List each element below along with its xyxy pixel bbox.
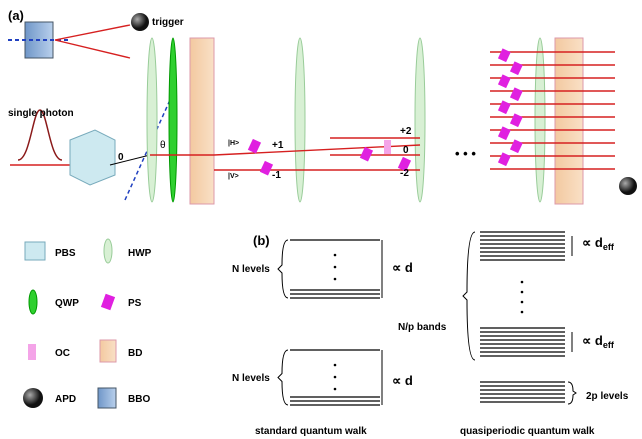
hwp [147, 38, 157, 202]
beam-label: -1 [272, 170, 281, 181]
ps [248, 139, 261, 154]
ps [498, 100, 511, 114]
dot [521, 291, 524, 294]
apd [131, 13, 149, 31]
spacing-sub: eff [603, 340, 615, 350]
hwp [415, 38, 425, 202]
legend-label: HWP [128, 248, 152, 259]
dot [521, 311, 524, 314]
levels-label: 2p levels [586, 391, 629, 402]
bracket [568, 382, 576, 404]
dot [334, 388, 337, 391]
beam-label: |V> [228, 173, 239, 180]
ps [498, 74, 511, 88]
dot [521, 281, 524, 284]
hwp-icon [104, 239, 112, 263]
ps [498, 126, 511, 140]
legend-label: QWP [55, 298, 79, 309]
apd [619, 177, 637, 195]
bd [555, 38, 583, 204]
ps [510, 139, 523, 153]
oc [384, 140, 391, 154]
legend-label: BBO [128, 394, 150, 405]
beam-fan [490, 48, 615, 169]
trigger-label: trigger [152, 17, 184, 28]
beam-label: 0 [403, 145, 409, 156]
levels-label: N levels [232, 264, 270, 275]
caption: standard quantum walk [255, 426, 367, 437]
beam [55, 25, 130, 40]
spacing-text: ∝ d [582, 333, 603, 348]
ps [360, 147, 373, 162]
spacing-label: ∝ d [392, 373, 413, 388]
dot [334, 266, 337, 269]
spacing-label: ∝ deff [582, 333, 615, 350]
beam-label: |H> [228, 140, 239, 147]
beam-label: +1 [272, 140, 284, 151]
dot [334, 254, 337, 257]
bracket [278, 350, 288, 405]
qwp [169, 38, 177, 202]
spacing-label: ∝ deff [582, 235, 615, 252]
panel-label: (a) [8, 8, 24, 23]
angle-label: θ [160, 140, 166, 151]
beam-label: -2 [400, 168, 409, 179]
spacing-label: ∝ d [392, 260, 413, 275]
apd-icon [23, 388, 43, 408]
oc-icon [28, 344, 36, 360]
legend-label: BD [128, 348, 142, 359]
legend-label: OC [55, 348, 70, 359]
dot [334, 376, 337, 379]
bd [190, 38, 214, 204]
optics [8, 13, 637, 408]
beam-label: +2 [400, 126, 412, 137]
caption: quasiperiodic quantum walk [460, 426, 595, 437]
ps [510, 61, 523, 75]
ps-icon [101, 294, 115, 311]
ps [498, 152, 511, 166]
legend-label: PBS [55, 248, 76, 259]
ps [510, 113, 523, 127]
dot [334, 364, 337, 367]
angle-label: 0 [118, 152, 124, 163]
beam [110, 155, 150, 165]
legend-label: PS [128, 298, 142, 309]
spacing-text: ∝ d [582, 235, 603, 250]
ellipsis: • • • [455, 146, 476, 161]
figure: (a) trigger single photon 0 θ |H> |V> +1… [0, 0, 642, 439]
bbo-icon [98, 388, 116, 408]
panel-label: (b) [253, 233, 270, 248]
pbs [70, 130, 115, 185]
energy-levels [278, 232, 576, 405]
bands-label: N/p bands [398, 322, 447, 333]
bracket [278, 240, 288, 298]
ps [498, 48, 511, 62]
hwp [535, 38, 545, 202]
ps [510, 87, 523, 101]
dot [334, 278, 337, 281]
bd-icon [100, 340, 116, 362]
qwp-icon [29, 290, 37, 314]
legend-label: APD [55, 394, 76, 405]
levels-label: N levels [232, 373, 270, 384]
beam [55, 40, 130, 58]
hwp [295, 38, 305, 202]
pbs-icon [25, 242, 45, 260]
bracket [463, 232, 475, 360]
dot [521, 301, 524, 304]
source-label: single photon [8, 108, 74, 119]
spacing-sub: eff [603, 242, 615, 252]
